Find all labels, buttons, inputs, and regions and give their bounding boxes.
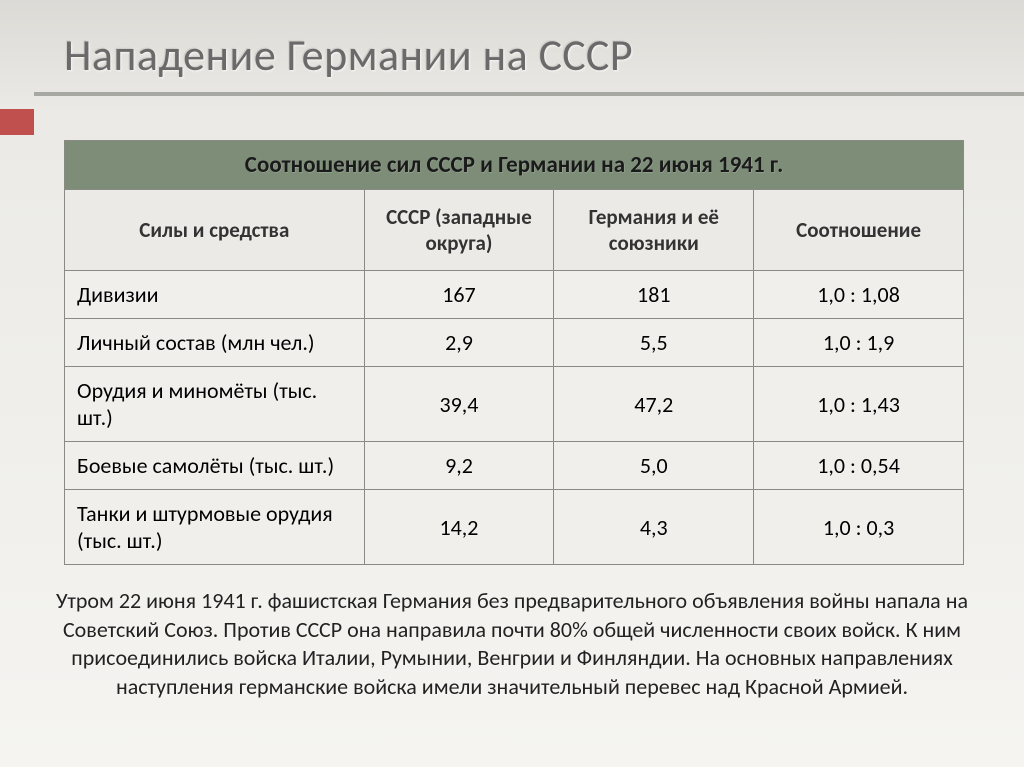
table-row: Боевые самолёты (тыс. шт.) 9,2 5,0 1,0 :…: [65, 442, 964, 490]
table-title: Соотношение сил СССР и Германии на 22 ию…: [65, 141, 964, 190]
col-header-3: Соотношение: [754, 190, 964, 271]
cell: Личный состав (млн чел.): [65, 319, 365, 367]
table-title-row: Соотношение сил СССР и Германии на 22 ию…: [65, 141, 964, 190]
cell: Боевые самолёты (тыс. шт.): [65, 442, 365, 490]
cell: 14,2: [364, 490, 554, 565]
cell: Дивизии: [65, 271, 365, 319]
title-underline: [34, 92, 1024, 96]
title-accent: [0, 109, 34, 135]
cell: 39,4: [364, 367, 554, 442]
table-row: Танки и штурмовые орудия (тыс. шт.) 14,2…: [65, 490, 964, 565]
cell: 9,2: [364, 442, 554, 490]
cell: 167: [364, 271, 554, 319]
cell: 4,3: [554, 490, 754, 565]
cell: 47,2: [554, 367, 754, 442]
cell: Танки и штурмовые орудия (тыс. шт.): [65, 490, 365, 565]
cell: 1,0 : 1,9: [754, 319, 964, 367]
table-row: Дивизии 167 181 1,0 : 1,08: [65, 271, 964, 319]
cell: 181: [554, 271, 754, 319]
content-area: Соотношение сил СССР и Германии на 22 ию…: [0, 82, 1024, 565]
cell: Орудия и миномёты (тыс. шт.): [65, 367, 365, 442]
title-region: Нападение Германии на СССР: [0, 0, 1024, 82]
cell: 1,0 : 1,43: [754, 367, 964, 442]
col-header-1: СССР (западные округа): [364, 190, 554, 271]
cell: 5,5: [554, 319, 754, 367]
table-header-row: Силы и средства СССР (западные округа) Г…: [65, 190, 964, 271]
cell: 5,0: [554, 442, 754, 490]
table-row: Личный состав (млн чел.) 2,9 5,5 1,0 : 1…: [65, 319, 964, 367]
col-header-2: Германия и её союзники: [554, 190, 754, 271]
cell: 2,9: [364, 319, 554, 367]
col-header-0: Силы и средства: [65, 190, 365, 271]
cell: 1,0 : 1,08: [754, 271, 964, 319]
cell: 1,0 : 0,3: [754, 490, 964, 565]
slide-title: Нападение Германии на СССР: [0, 28, 1024, 82]
comparison-table: Соотношение сил СССР и Германии на 22 ию…: [64, 140, 964, 565]
cell: 1,0 : 0,54: [754, 442, 964, 490]
table-row: Орудия и миномёты (тыс. шт.) 39,4 47,2 1…: [65, 367, 964, 442]
footer-paragraph: Утром 22 июня 1941 г. фашистская Германи…: [0, 565, 1024, 701]
